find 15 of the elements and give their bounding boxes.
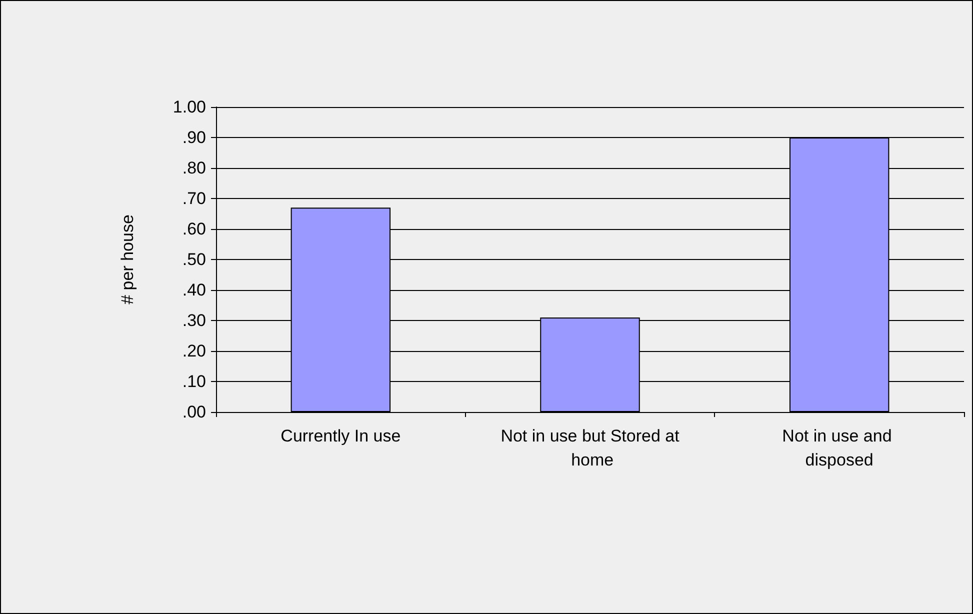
y-tick-label: .60 — [182, 220, 206, 238]
y-tick-label: 1.00 — [172, 98, 206, 116]
y-tick-label: .00 — [182, 402, 206, 422]
y-tick-label: .50 — [182, 250, 206, 269]
y-tick-label: .10 — [182, 372, 206, 391]
x-tick-label: Currently In use — [280, 426, 401, 446]
y-tick-label: .70 — [182, 189, 206, 208]
x-tick-label: Not in use and disposed — [782, 426, 897, 470]
x-tick-label: Not in use but Stored at home — [500, 426, 680, 470]
y-tick-label: .20 — [182, 342, 206, 360]
y-tick-label: .40 — [182, 280, 206, 300]
y-tick-label: .80 — [182, 158, 206, 178]
y-tick-label: .30 — [182, 311, 206, 330]
y-tick-label: .90 — [182, 128, 206, 147]
y-axis-title: # per house — [118, 214, 137, 304]
